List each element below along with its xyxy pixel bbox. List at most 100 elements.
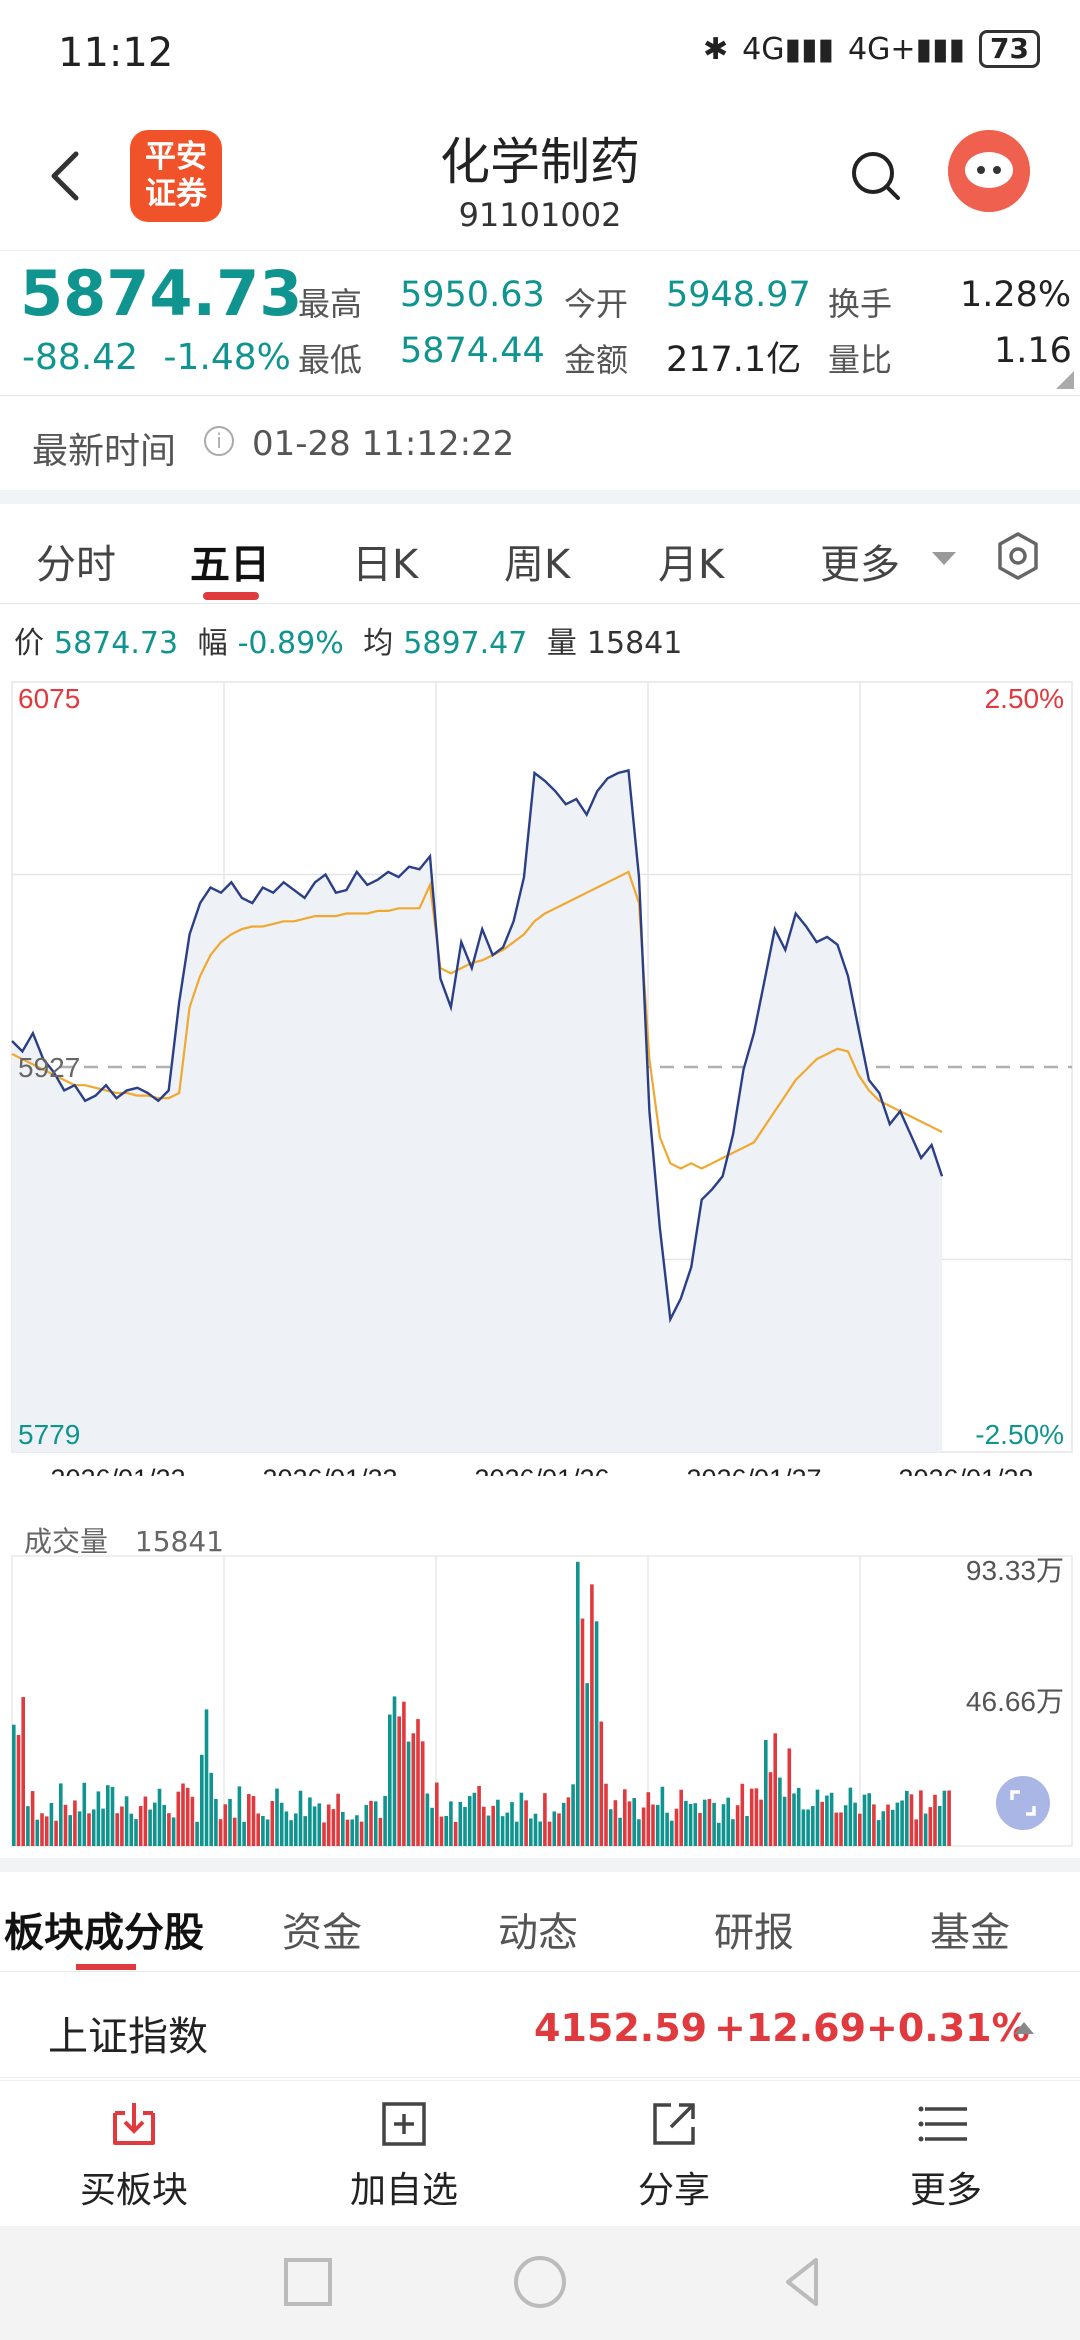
signal-icon-2: 4G+▮▮▮	[848, 31, 966, 67]
tab-monthly-k[interactable]: 月K	[658, 542, 725, 588]
volume-bar	[679, 1789, 683, 1846]
tab-news[interactable]: 动态	[498, 1910, 578, 1956]
volume-bar	[820, 1801, 824, 1846]
volume-bar	[77, 1811, 82, 1846]
volume-bar	[895, 1802, 900, 1846]
volume-bar	[444, 1815, 448, 1846]
assistant-avatar[interactable]	[948, 130, 1030, 212]
volume-bar	[275, 1788, 279, 1846]
readout-price: 5874.73	[54, 626, 179, 661]
volume-bar	[745, 1816, 749, 1846]
caret-up-icon[interactable]	[1014, 2022, 1034, 2034]
readout-volume-label: 量	[546, 626, 577, 661]
search-icon[interactable]	[848, 148, 904, 204]
add-watchlist-button[interactable]: 加自选	[304, 2095, 504, 2213]
volume-bar	[547, 1821, 552, 1846]
x-axis-date-label: 2026/01/23	[262, 1464, 397, 1476]
volume-bar	[552, 1811, 557, 1846]
tab-five-day[interactable]: 五日	[190, 542, 270, 588]
volume-bar	[674, 1808, 679, 1846]
back-nav-icon[interactable]	[786, 2258, 818, 2306]
volume-bar	[876, 1820, 881, 1846]
volume-bar	[594, 1621, 599, 1846]
volume-bar	[486, 1815, 491, 1846]
status-time: 11:12	[58, 30, 174, 76]
volume-bar	[693, 1803, 698, 1846]
volume-bar	[209, 1772, 213, 1846]
volume-bar	[919, 1790, 923, 1846]
quote-summary: 5874.73 -88.42 -1.48% 最高 5950.63 今开 5948…	[0, 250, 1080, 396]
status-icons: ✱ 4G▮▮▮ 4G+▮▮▮ 73	[703, 30, 1040, 68]
tab-weekly-k[interactable]: 周K	[504, 542, 571, 588]
index-ticker-row[interactable]: 上证指数 4152.59 +12.69 +0.31%	[0, 1974, 1080, 2078]
volume-bar	[825, 1795, 829, 1846]
five-day-price-chart[interactable]: 6075 5927 5779 2.50% -2.50% 2026/01/22 2026/01…	[0, 676, 1080, 1476]
more-button[interactable]: 更多	[846, 2095, 1046, 2213]
volume-bar	[529, 1818, 533, 1846]
volume-bar	[467, 1796, 472, 1846]
volume-bar	[134, 1819, 138, 1846]
volume-bar	[223, 1804, 228, 1846]
tab-more[interactable]: 更多	[820, 542, 900, 588]
volume-bar	[190, 1796, 195, 1846]
tab-capital[interactable]: 资金	[282, 1910, 362, 1956]
volume-bar	[115, 1813, 119, 1846]
y-axis-bottom-label: 5779	[18, 1419, 80, 1450]
menu-lines-icon	[918, 2106, 967, 2142]
caret-down-icon[interactable]	[932, 552, 956, 565]
volume-bar	[782, 1796, 787, 1846]
volume-bar	[237, 1786, 242, 1846]
volume-bar	[388, 1714, 392, 1846]
volume-bar	[942, 1790, 947, 1846]
tab-constituents[interactable]: 板块成分股	[4, 1910, 204, 1956]
share-button[interactable]: 分享	[574, 2095, 774, 2213]
volume-bar	[947, 1790, 951, 1846]
index-change-percent: +0.31%	[866, 2006, 1030, 2050]
volume-bar	[510, 1802, 514, 1846]
x-axis-date-label: 2026/01/27	[686, 1464, 821, 1476]
volume-bar	[204, 1709, 209, 1846]
volume-chart[interactable]: 93.33万 46.66万	[0, 1510, 1080, 1850]
volume-ratio-label: 量比	[828, 341, 893, 379]
expand-corner-icon[interactable]	[1056, 371, 1074, 389]
tab-daily-k[interactable]: 日K	[352, 542, 419, 588]
volume-bar	[702, 1799, 707, 1846]
fullscreen-button[interactable]	[996, 1776, 1050, 1830]
bottom-action-bar: 买板块 加自选 分享 更多	[0, 2080, 1080, 2226]
gear-icon[interactable]	[992, 530, 1044, 582]
buy-sector-label: 买板块	[79, 2170, 188, 2211]
volume-bar	[411, 1733, 416, 1846]
info-icon[interactable]: i	[204, 426, 234, 456]
volume-bar	[289, 1820, 293, 1846]
volume-bar	[768, 1772, 773, 1846]
volume-bar	[670, 1820, 674, 1846]
volume-bar	[96, 1791, 101, 1846]
volume-bar	[12, 1724, 16, 1846]
amount-value: 217.1亿	[666, 340, 802, 380]
back-arrow-icon[interactable]	[40, 146, 100, 206]
volume-bar	[792, 1793, 796, 1846]
volume-bar	[566, 1797, 571, 1846]
volume-bar	[576, 1561, 580, 1846]
volume-bar	[651, 1804, 655, 1846]
buy-sector-button[interactable]: 买板块	[34, 2095, 234, 2213]
brand-logo: 平安 证券	[130, 130, 222, 222]
volume-bar	[778, 1777, 782, 1846]
readout-range-label: 幅	[197, 626, 228, 661]
volume-bar	[829, 1792, 834, 1846]
volume-ratio-value: 1.16	[994, 331, 1072, 371]
volume-bar	[110, 1786, 115, 1846]
tab-intraday[interactable]: 分时	[36, 542, 116, 588]
home-icon[interactable]	[514, 2256, 566, 2308]
volume-bar	[26, 1806, 30, 1846]
tab-funds[interactable]: 基金	[930, 1910, 1010, 1956]
chart-readout: 价 5874.73 幅 -0.89% 均 5897.47 量 15841	[14, 618, 692, 662]
tab-research[interactable]: 研报	[714, 1910, 794, 1956]
bluetooth-icon: ✱	[703, 31, 729, 67]
volume-bar	[228, 1798, 232, 1846]
volume-bar	[143, 1796, 148, 1846]
more-label: 更多	[909, 2170, 982, 2211]
recent-apps-icon[interactable]	[284, 2258, 332, 2306]
volume-bar	[491, 1805, 495, 1846]
readout-avg-label: 均	[363, 626, 394, 661]
